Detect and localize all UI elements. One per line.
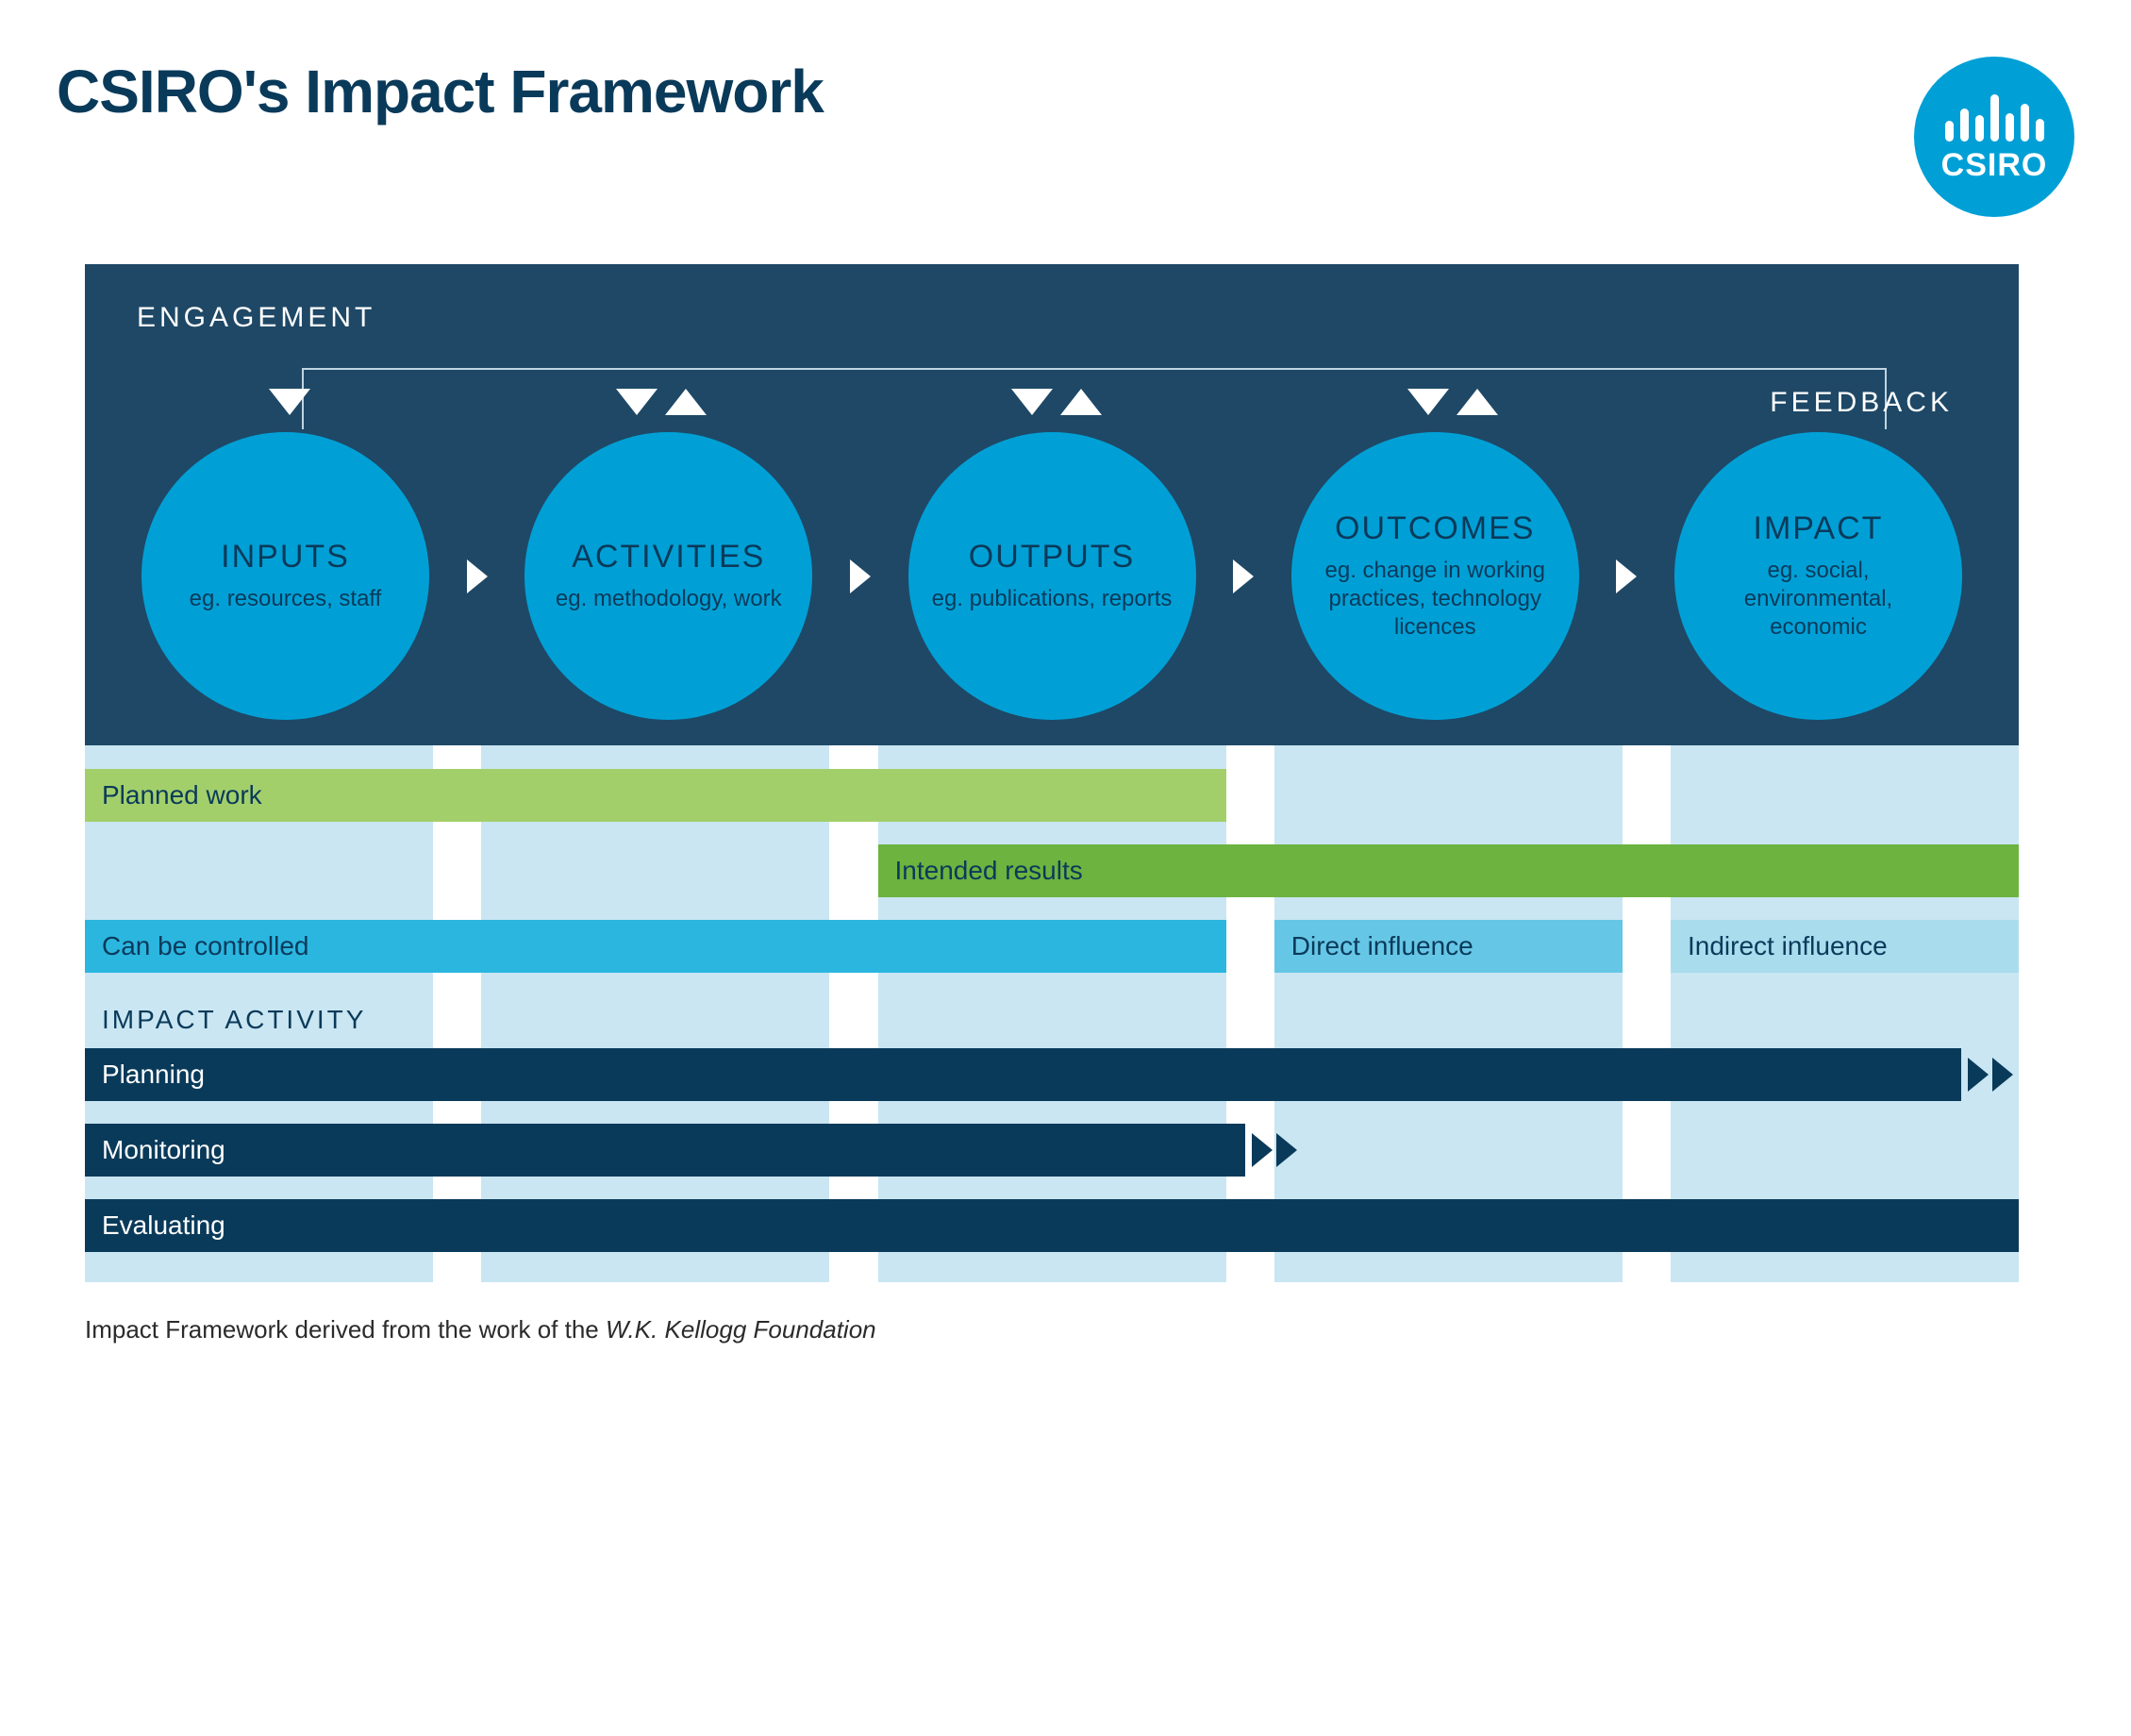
engagement-label: ENGAGEMENT (137, 302, 375, 334)
arrow-up-icon (1457, 389, 1498, 415)
bar-planned-work: Planned work (85, 769, 1226, 822)
top-arrows (85, 389, 2019, 415)
circle-activities: ACTIVITIES eg. methodology, work (524, 432, 812, 720)
logo-text: CSIRO (1941, 147, 2048, 184)
connector-arrow-icon (1616, 559, 1637, 593)
circle-title: OUTPUTS (969, 539, 1135, 576)
bar-arrows-icon (1252, 1133, 1297, 1167)
page-title: CSIRO's Impact Framework (57, 57, 824, 126)
connector-arrow-icon (467, 559, 488, 593)
bar-label: Can be controlled (102, 931, 308, 961)
circles-row: INPUTS eg. resources, staff ACTIVITIES e… (142, 432, 1962, 720)
connector-arrow-icon (850, 559, 871, 593)
bar-label: Direct influence (1291, 931, 1473, 961)
impact-activity-label: IMPACT ACTIVITY (85, 1005, 2019, 1035)
circle-sub: eg. change in working practices, technol… (1310, 557, 1560, 642)
footnote: Impact Framework derived from the work o… (85, 1315, 2019, 1344)
circle-outputs: OUTPUTS eg. publications, reports (908, 432, 1196, 720)
footnote-text: Impact Framework derived from the work o… (85, 1315, 606, 1344)
bar-intended-results: Intended results (878, 844, 2020, 897)
circle-title: OUTCOMES (1335, 510, 1535, 547)
bar-monitoring: Monitoring (85, 1124, 1245, 1177)
logo-bars-icon (1945, 90, 2044, 142)
feedback-line (302, 368, 1887, 370)
circle-sub: eg. publications, reports (932, 585, 1173, 613)
circle-outcomes: OUTCOMES eg. change in working practices… (1291, 432, 1579, 720)
circle-title: IMPACT (1754, 510, 1884, 547)
bar-label: Planned work (102, 780, 262, 810)
bar-planning: Planning (85, 1048, 1961, 1101)
bar-label: Monitoring (102, 1135, 225, 1165)
circle-inputs: INPUTS eg. resources, staff (142, 432, 429, 720)
bar-label: Indirect influence (1688, 931, 1888, 961)
arrow-up-icon (665, 389, 707, 415)
circle-title: INPUTS (221, 539, 350, 576)
bar-arrows-icon (1968, 1058, 2013, 1092)
bars-stack: Planned work Intended results Can be con… (85, 769, 2019, 1282)
csiro-logo: CSIRO (1914, 57, 2074, 217)
footnote-source: W.K. Kellogg Foundation (606, 1315, 876, 1344)
bar-label: Evaluating (102, 1210, 225, 1241)
bar-label: Intended results (895, 856, 1083, 886)
bar-label: Planning (102, 1060, 205, 1090)
circle-title: ACTIVITIES (572, 539, 765, 576)
arrow-down-icon (1011, 389, 1053, 415)
bar-evaluating: Evaluating (85, 1199, 2019, 1252)
bar-controlled: Can be controlled (85, 920, 1226, 973)
circle-impact: IMPACT eg. social, environmental, econom… (1674, 432, 1962, 720)
flow-panel: ENGAGEMENT FEEDBACK INPUTS eg. resources… (85, 264, 2019, 745)
bar-direct-influence: Direct influence (1274, 920, 1623, 973)
arrow-down-icon (269, 389, 310, 415)
diagram: ENGAGEMENT FEEDBACK INPUTS eg. resources… (85, 264, 2019, 1344)
connector-arrow-icon (1233, 559, 1254, 593)
circle-sub: eg. resources, staff (190, 585, 382, 613)
bar-indirect-influence: Indirect influence (1671, 920, 2019, 973)
circle-sub: eg. methodology, work (556, 585, 782, 613)
header: CSIRO's Impact Framework CSIRO (57, 57, 2074, 217)
lower-section: Planned work Intended results Can be con… (85, 745, 2019, 1282)
arrow-down-icon (1407, 389, 1449, 415)
arrow-down-icon (616, 389, 658, 415)
arrow-up-icon (1060, 389, 1102, 415)
circle-sub: eg. social, environmental, economic (1693, 557, 1943, 642)
